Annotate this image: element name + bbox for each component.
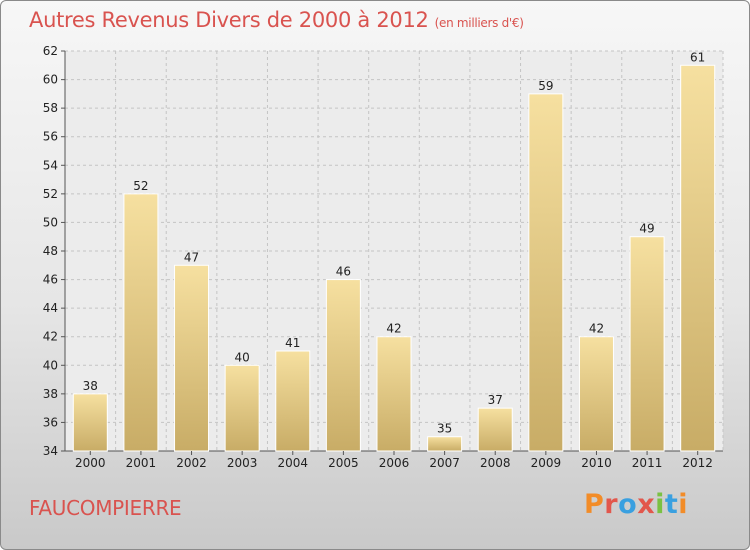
y-tick-label: 44: [43, 301, 58, 315]
x-tick-label: 2003: [227, 456, 258, 470]
logo-letter: i: [655, 489, 665, 520]
y-tick-label: 42: [43, 330, 58, 344]
y-tick-label: 46: [43, 273, 58, 287]
x-tick-label: 2006: [379, 456, 410, 470]
x-tick-label: 2012: [682, 456, 713, 470]
y-tick-label: 38: [43, 387, 58, 401]
data-label: 42: [386, 322, 401, 336]
chart-title-text: Autres Revenus Divers de 2000 à 2012: [29, 8, 429, 32]
data-label: 52: [133, 179, 148, 193]
y-tick-label: 62: [43, 44, 58, 58]
data-label: 47: [184, 250, 199, 264]
logo-letter: t: [664, 489, 679, 520]
bar: [427, 436, 463, 452]
x-tick-label: 2004: [277, 456, 308, 470]
y-tick-label: 50: [43, 215, 58, 229]
x-tick-label: 2009: [531, 456, 562, 470]
x-tick-label: 2011: [632, 456, 663, 470]
data-label: 41: [285, 336, 300, 350]
y-tick-label: 54: [43, 158, 58, 172]
data-label: 38: [83, 379, 98, 393]
y-tick-label: 40: [43, 358, 58, 372]
bar: [123, 193, 159, 452]
y-tick-label: 34: [43, 444, 58, 458]
proxiti-logo: Proxiti: [584, 489, 688, 520]
x-tick-label: 2002: [176, 456, 207, 470]
logo-letter: x: [637, 489, 656, 520]
logo-letter: P: [584, 489, 605, 520]
chart-title: Autres Revenus Divers de 2000 à 2012 (en …: [29, 8, 524, 32]
x-tick-label: 2005: [328, 456, 359, 470]
y-tick-label: 48: [43, 244, 58, 258]
data-label: 35: [437, 422, 452, 436]
logo-letter: o: [618, 489, 638, 520]
bar: [275, 350, 311, 452]
bar: [174, 264, 210, 452]
data-label: 40: [235, 350, 250, 364]
data-label: 61: [690, 50, 705, 64]
data-label: 37: [488, 393, 503, 407]
bar: [528, 93, 564, 452]
data-label: 59: [538, 79, 553, 93]
bar: [224, 364, 260, 452]
place-name: FAUCOMPIERRE: [29, 496, 182, 520]
data-label: 42: [589, 322, 604, 336]
chart-unit: (en milliers d'€): [434, 16, 524, 30]
y-tick-label: 56: [43, 130, 58, 144]
bar: [477, 407, 513, 452]
x-tick-label: 2007: [429, 456, 460, 470]
bar: [629, 236, 665, 452]
y-tick-label: 52: [43, 187, 58, 201]
x-tick-label: 2010: [581, 456, 612, 470]
x-tick-label: 2008: [480, 456, 511, 470]
y-tick-label: 58: [43, 101, 58, 115]
logo-letter: i: [678, 489, 689, 520]
y-tick-label: 60: [43, 73, 58, 87]
data-label: 49: [639, 222, 654, 236]
bar: [680, 64, 716, 452]
x-tick-label: 2000: [75, 456, 106, 470]
data-label: 46: [336, 265, 351, 279]
bar: [325, 279, 361, 452]
bar: [72, 393, 108, 452]
y-tick-label: 36: [43, 415, 58, 429]
logo-letter: r: [604, 489, 619, 520]
bar: [376, 336, 412, 452]
x-tick-label: 2001: [126, 456, 157, 470]
bar: [578, 336, 614, 452]
